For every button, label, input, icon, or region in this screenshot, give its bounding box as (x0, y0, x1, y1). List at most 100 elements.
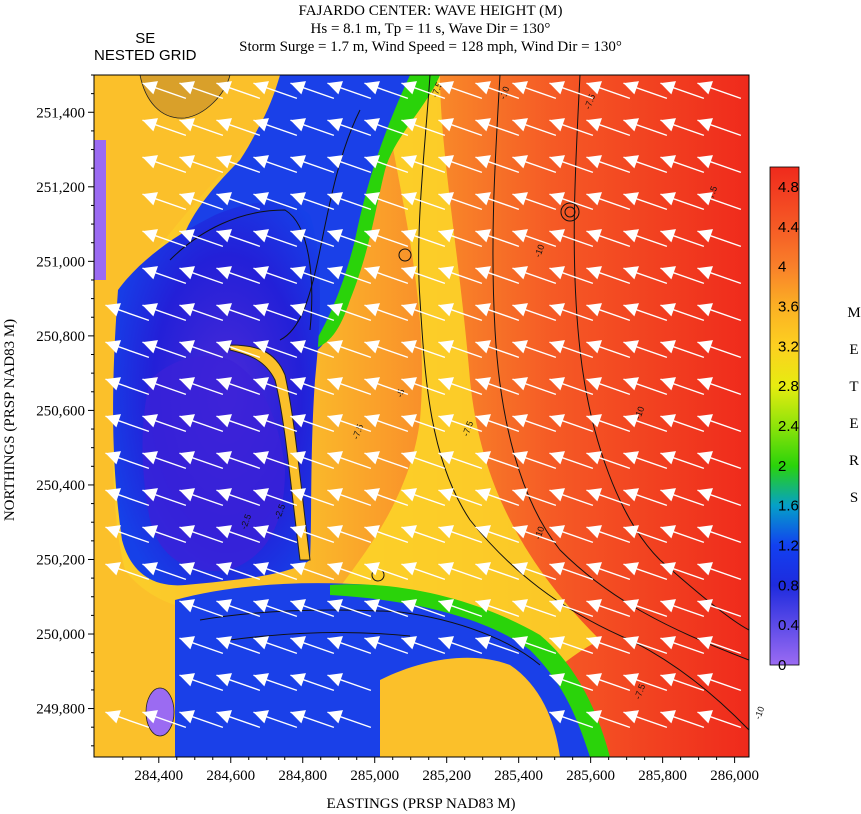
wave-vector-arrow (216, 562, 261, 581)
wave-vector-arrow (142, 81, 187, 100)
wave-vector-arrow (475, 562, 520, 581)
wave-vector-arrow (216, 266, 261, 285)
west-land (94, 75, 280, 757)
wave-vector-arrow (253, 451, 298, 470)
wave-vector-arrow (105, 303, 150, 322)
wave-vector-arrow (623, 525, 668, 544)
wave-vector-arrow (512, 599, 557, 618)
wave-vector-arrow (327, 673, 372, 692)
wave-vector-arrow (697, 118, 742, 137)
wave-vector-arrow (623, 673, 668, 692)
wave-vector-arrow (364, 451, 409, 470)
wave-vector-arrow (586, 229, 631, 248)
wave-vector-arrow (660, 192, 705, 211)
contour-labels: -7.5-10-7.5-7.5-7.5-10-7.5-10-5-10-2.5-2… (238, 81, 766, 721)
y-tick-label: 251,000 (36, 254, 85, 270)
contour-label: -7.5 (350, 423, 365, 441)
wave-vector-arrow (623, 118, 668, 137)
wave-vector-arrow (142, 562, 187, 581)
wave-vector-arrow (401, 303, 446, 322)
wave-vector-arrow (512, 562, 557, 581)
wave-vector-arrow (290, 81, 335, 100)
wave-vector-arrow (586, 636, 631, 655)
wave-vector-arrow (216, 636, 261, 655)
wave-vector-arrow (105, 451, 150, 470)
wave-vector-arrow (253, 118, 298, 137)
colorbar-tick-label: 4.8 (778, 179, 799, 196)
colorbar-tick-label: 0 (778, 657, 786, 674)
wave-vector-arrow (253, 673, 298, 692)
x-tick-label: 286,000 (710, 768, 759, 784)
wave-vector-arrow (438, 229, 483, 248)
x-tick-label: 285,200 (422, 768, 471, 784)
wave-vector-arrow (290, 562, 335, 581)
y-tick-label: 250,600 (36, 403, 85, 419)
wave-vector-arrow (660, 340, 705, 359)
wave-vector-arrow (105, 562, 150, 581)
wave-vector-arrow (549, 414, 594, 433)
wave-vector-arrow (623, 710, 668, 729)
wave-vector-arrow (253, 636, 298, 655)
breakwater (229, 344, 311, 561)
wave-vector-arrow (660, 155, 705, 174)
wave-vector-arrow (327, 451, 372, 470)
wave-vector-arrow (253, 710, 298, 729)
wave-vector-arrow (401, 118, 446, 137)
wave-vector-arrow (327, 340, 372, 359)
wave-vector-arrow (364, 340, 409, 359)
wave-vector-arrow (549, 155, 594, 174)
wave-vector-arrow (179, 229, 224, 248)
wave-vector-arrow (105, 710, 150, 729)
wave-vector-arrow (438, 266, 483, 285)
south-land (380, 657, 560, 757)
wave-vector-arrow (660, 673, 705, 692)
wave-vector-arrow (216, 673, 261, 692)
chart-title: FAJARDO CENTER: WAVE HEIGHT (M) (298, 3, 563, 19)
wave-vector-arrow (697, 229, 742, 248)
wave-vector-arrow (512, 266, 557, 285)
wave-vector-arrow (475, 192, 520, 211)
wave-vector-arrow (438, 340, 483, 359)
chart-subtitle-1: Hs = 8.1 m, Tp = 11 s, Wave Dir = 130° (310, 21, 551, 37)
wave-vector-arrow (216, 488, 261, 507)
wave-vector-arrow (290, 673, 335, 692)
wave-vector-arrow (697, 673, 742, 692)
wave-vector-arrow (142, 229, 187, 248)
wave-vector-arrow (623, 155, 668, 174)
grid-label-line-2: NESTED GRID (94, 47, 197, 64)
wave-vector-arrow (438, 488, 483, 507)
wave-vector-arrow (660, 303, 705, 322)
wave-vector-arrow (364, 155, 409, 174)
wave-vector-arrow (549, 377, 594, 396)
wave-vector-arrow (549, 451, 594, 470)
wave-vector-arrow (697, 414, 742, 433)
wave-vector-arrow (586, 303, 631, 322)
wave-vector-arrow (660, 562, 705, 581)
wave-vector-arrow (660, 414, 705, 433)
x-tick-label: 285,600 (566, 768, 615, 784)
y-axis: 249,800 250,000 250,200 250,400 250,600 250,8… (36, 74, 94, 747)
contour-label: -10 (752, 705, 766, 721)
wave-vector-arrow (290, 229, 335, 248)
wave-vector-arrow (327, 155, 372, 174)
south-green-fringe (330, 584, 610, 757)
wave-vector-arrow (475, 414, 520, 433)
wave-vector-arrow (142, 525, 187, 544)
wave-vector-arrow (364, 377, 409, 396)
unit-letter-e2: E (849, 416, 859, 432)
wave-vector-arrow (216, 377, 261, 396)
wave-vector-arrow (216, 451, 261, 470)
y-tick-label: 250,200 (36, 552, 85, 568)
wave-vector-arrow (364, 414, 409, 433)
wave-vector-arrow (327, 414, 372, 433)
wave-vector-arrow (697, 562, 742, 581)
wave-vector-arrow (142, 266, 187, 285)
wave-vector-arrow (216, 414, 261, 433)
colorbar-tick-label: 4.4 (778, 219, 799, 236)
wave-vector-arrow (660, 81, 705, 100)
wave-vector-arrow (179, 451, 224, 470)
wave-vector-arrow (179, 562, 224, 581)
contour-label: -10 (532, 243, 546, 259)
depth-contours (169, 75, 749, 731)
wave-vector-arrow (327, 229, 372, 248)
